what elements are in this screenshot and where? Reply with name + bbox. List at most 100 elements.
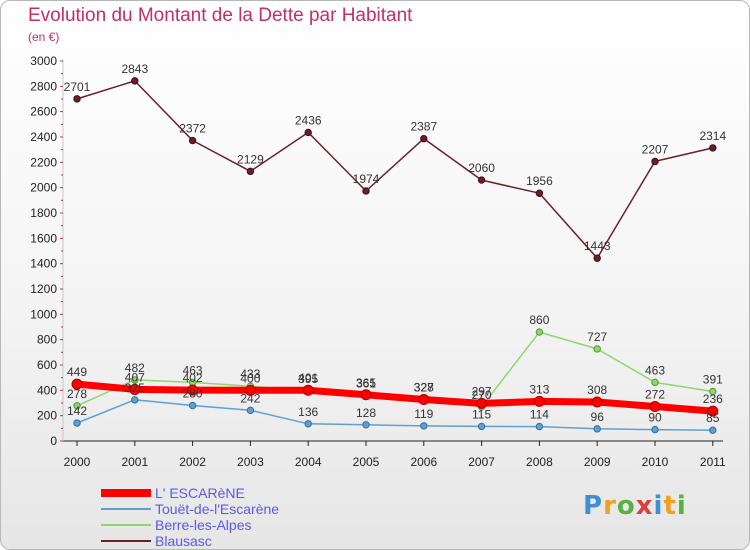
data-label-touet-de-l-escarene: 96: [591, 410, 605, 424]
y-tick-label: 2600: [30, 105, 57, 119]
data-label-l-escarene: 272: [645, 388, 665, 402]
data-point-l-escarene: [187, 384, 199, 396]
y-tick-label: 2000: [30, 181, 57, 195]
chart-legend: L' ESCARèNE Touët-de-l'Escarène Berre-le…: [101, 485, 279, 549]
data-point-blausasc: [73, 95, 81, 103]
legend-item-touet: Touët-de-l'Escarène: [101, 501, 279, 517]
data-point-touet-de-l-escarene: [73, 419, 81, 427]
data-label-blausasc: 1956: [526, 174, 553, 188]
y-tick-label: 1600: [30, 231, 57, 245]
data-point-l-escarene: [649, 401, 661, 413]
data-label-blausasc: 2436: [295, 113, 322, 127]
x-tick-label: 2003: [237, 455, 264, 469]
data-label-blausasc: 2129: [237, 152, 264, 166]
data-point-touet-de-l-escarene: [246, 406, 255, 415]
data-point-l-escarene: [71, 378, 83, 390]
data-label-berre-les-alpes: 391: [703, 372, 723, 386]
y-tick-label: 200: [37, 409, 57, 423]
x-tick-label: 2010: [642, 455, 669, 469]
data-point-blausasc: [131, 77, 139, 85]
data-label-l-escarene: 407: [125, 370, 145, 384]
data-label-l-escarene: 236: [703, 392, 723, 406]
data-point-touet-de-l-escarene: [709, 426, 717, 434]
data-label-touet-de-l-escarene: 128: [356, 406, 376, 420]
legend-swatch-touet: [101, 508, 151, 510]
data-label-l-escarene: 401: [298, 371, 318, 385]
data-label-berre-les-alpes: 860: [529, 313, 549, 327]
data-point-blausasc: [420, 134, 428, 143]
legend-label-touet: Touët-de-l'Escarène: [155, 501, 280, 517]
data-point-blausasc: [709, 144, 717, 152]
data-label-berre-les-alpes: 433: [240, 367, 260, 381]
data-label-berre-les-alpes: 327: [414, 381, 434, 395]
data-label-berre-les-alpes: 463: [645, 363, 665, 377]
x-tick-label: 2005: [353, 455, 380, 469]
data-label-l-escarene: 402: [183, 371, 203, 385]
data-label-touet-de-l-escarene: 119: [414, 407, 433, 421]
data-point-berre-les-alpes: [593, 345, 601, 353]
data-label-touet-de-l-escarene: 242: [240, 391, 260, 405]
x-tick-label: 2000: [64, 455, 91, 469]
y-tick-label: 600: [37, 358, 57, 372]
data-point-l-escarene: [360, 389, 372, 401]
data-point-l-escarene: [129, 383, 141, 395]
data-label-touet-de-l-escarene: 325: [125, 381, 145, 395]
y-tick-label: 400: [37, 383, 57, 397]
data-point-touet-de-l-escarene: [477, 422, 486, 431]
data-label-l-escarene: 313: [529, 382, 549, 396]
data-point-berre-les-alpes: [73, 402, 81, 410]
data-label-touet-de-l-escarene: 90: [648, 411, 662, 425]
data-point-blausasc: [593, 254, 601, 262]
legend-label-berre: Berre-les-Alpes: [155, 517, 252, 533]
data-point-berre-les-alpes: [131, 376, 139, 384]
x-tick-label: 2007: [468, 455, 495, 469]
data-label-touet-de-l-escarene: 142: [67, 404, 87, 418]
data-label-l-escarene: 297: [472, 384, 492, 398]
data-point-berre-les-alpes: [709, 387, 717, 396]
data-point-touet-de-l-escarene: [651, 425, 659, 434]
data-point-touet-de-l-escarene: [304, 420, 312, 428]
data-label-touet-de-l-escarene: 136: [298, 405, 318, 419]
legend-label-blausasc: Blausasc: [155, 533, 212, 549]
data-label-l-escarene: 365: [356, 376, 376, 390]
data-point-l-escarene: [476, 397, 488, 409]
data-label-l-escarene: 308: [587, 383, 607, 397]
legend-item-l-escarene: L' ESCARèNE: [101, 485, 279, 501]
data-point-l-escarene: [591, 396, 603, 408]
data-label-blausasc: 2387: [410, 120, 437, 134]
data-label-berre-les-alpes: 395: [298, 372, 318, 386]
data-label-berre-les-alpes: 482: [125, 361, 145, 375]
data-label-berre-les-alpes: 463: [183, 363, 203, 377]
y-tick-label: 1200: [30, 282, 57, 296]
data-point-touet-de-l-escarene: [535, 422, 544, 431]
legend-item-berre: Berre-les-Alpes: [101, 517, 279, 533]
data-point-berre-les-alpes: [651, 378, 659, 387]
data-label-berre-les-alpes: 361: [356, 376, 376, 390]
y-tick-label: 2200: [30, 155, 57, 169]
data-label-berre-les-alpes: 270: [472, 388, 492, 402]
data-point-touet-de-l-escarene: [420, 422, 428, 430]
data-label-blausasc: 2843: [121, 62, 148, 76]
data-label-l-escarene: 400: [240, 371, 260, 385]
data-point-touet-de-l-escarene: [131, 396, 139, 404]
x-tick-label: 2006: [410, 455, 437, 469]
y-tick-label: 2800: [30, 79, 57, 93]
data-point-touet-de-l-escarene: [188, 401, 197, 410]
data-point-touet-de-l-escarene: [593, 425, 601, 433]
x-tick-label: 2004: [295, 455, 322, 469]
legend-swatch-blausasc: [101, 540, 151, 542]
data-point-l-escarene: [707, 405, 719, 417]
legend-swatch-berre: [101, 524, 151, 526]
data-label-touet-de-l-escarene: 280: [183, 387, 203, 401]
data-point-blausasc: [188, 136, 197, 145]
data-point-l-escarene: [302, 384, 314, 396]
data-label-blausasc: 2207: [642, 142, 669, 156]
data-label-touet-de-l-escarene: 115: [472, 407, 491, 421]
y-tick-label: 0: [50, 434, 57, 448]
data-label-berre-les-alpes: 278: [67, 387, 87, 401]
data-point-berre-les-alpes: [535, 328, 544, 336]
y-tick-label: 1800: [30, 206, 57, 220]
data-point-blausasc: [362, 187, 370, 195]
